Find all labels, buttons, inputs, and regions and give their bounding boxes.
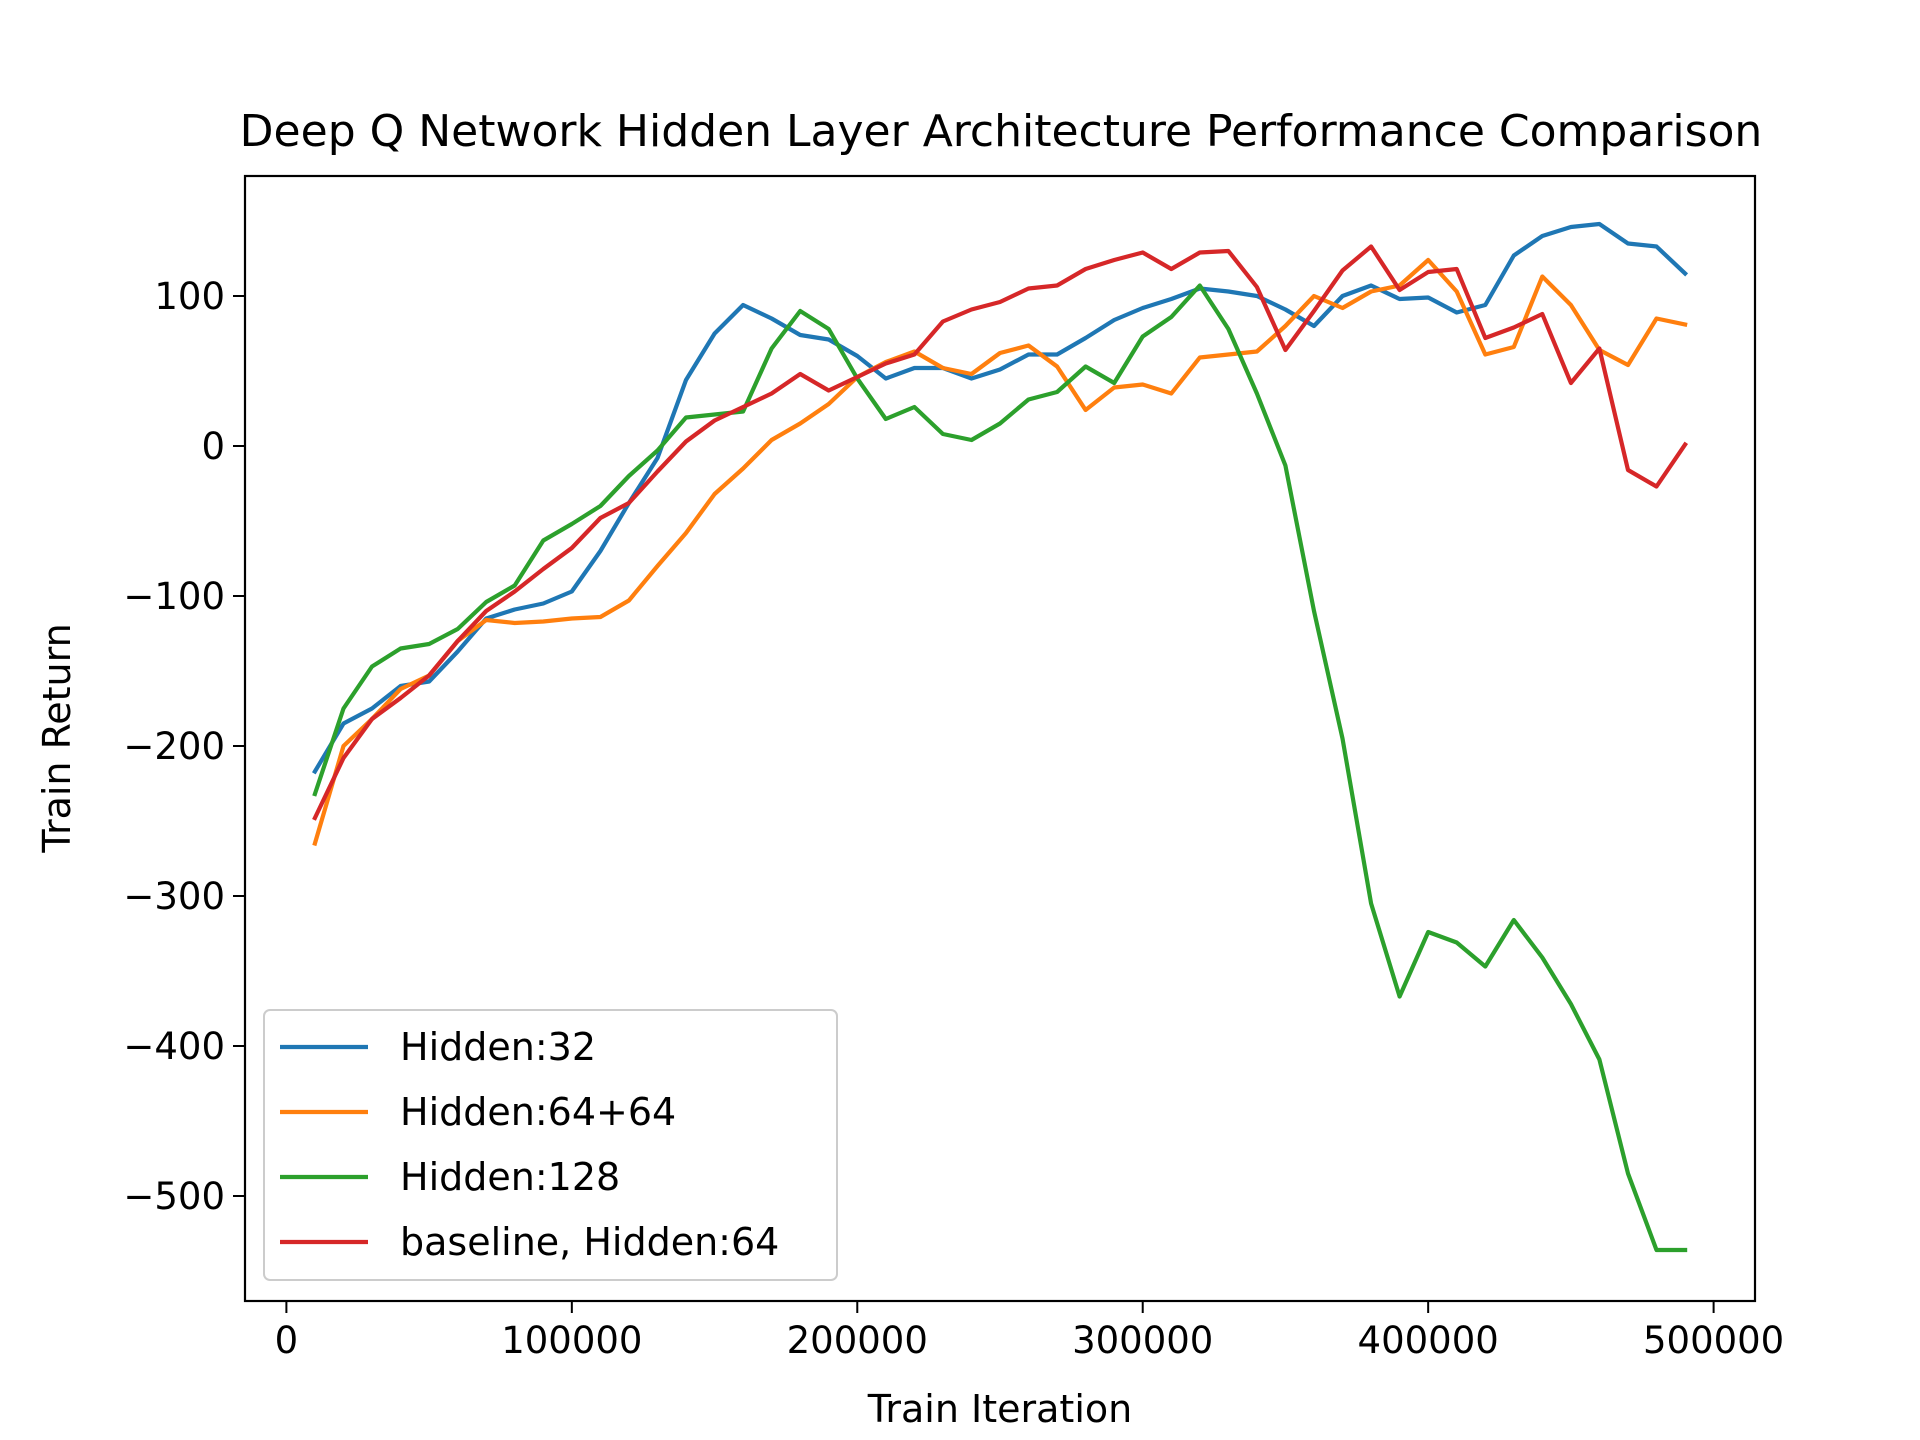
legend-box [263, 1009, 838, 1281]
series-line-2 [312, 257, 1688, 847]
plot-lines [312, 221, 1689, 1253]
legend-label-1: Hidden:32 [400, 1025, 596, 1069]
series-line-1 [312, 221, 1689, 775]
series-line-3 [312, 283, 1688, 1253]
y-tick-label: 100 [154, 275, 225, 318]
legend-label-3: Hidden:128 [400, 1155, 620, 1199]
x-tick-label: 0 [275, 1319, 299, 1362]
y-axis: −500 −400 −300 −200 −100 0 100 [123, 275, 245, 1218]
y-tick-label: −300 [123, 875, 225, 918]
legend-label-4: baseline, Hidden:64 [400, 1220, 779, 1264]
x-axis-label: Train Iteration [867, 1387, 1132, 1431]
legend-label-2: Hidden:64+64 [400, 1090, 676, 1134]
y-tick-label: −400 [123, 1025, 225, 1068]
x-tick-label: 300000 [1072, 1319, 1213, 1362]
y-tick-label: −200 [123, 725, 225, 768]
y-axis-label: Train Return [35, 623, 79, 853]
y-tick-label: 0 [201, 425, 225, 468]
series-line-4 [312, 244, 1689, 821]
x-tick-label: 100000 [501, 1319, 642, 1362]
x-tick-label: 200000 [787, 1319, 928, 1362]
legend: Hidden:32 Hidden:64+64 Hidden:128 baseline,… [263, 1009, 838, 1281]
x-axis: 0 100000 200000 300000 400000 500000 [275, 1301, 1784, 1362]
chart-title: Deep Q Network Hidden Layer Architecture… [240, 106, 1763, 157]
y-tick-label: −500 [123, 1175, 225, 1218]
y-tick-label: −100 [123, 575, 225, 618]
x-tick-label: 400000 [1358, 1319, 1499, 1362]
plot-frame [243, 174, 1757, 1303]
x-tick-label: 500000 [1643, 1319, 1784, 1362]
